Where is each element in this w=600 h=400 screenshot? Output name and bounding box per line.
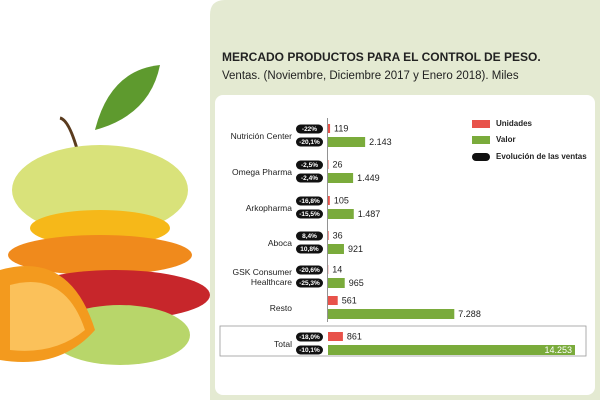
bar	[328, 209, 354, 219]
value-label: 26	[332, 159, 342, 169]
change-label: 10,8%	[300, 246, 319, 253]
category-label: Resto	[269, 303, 292, 313]
bar	[328, 296, 338, 305]
value-label: 119	[334, 123, 348, 133]
change-badge	[296, 278, 323, 288]
change-label: -25,3%	[299, 280, 320, 287]
bar	[328, 244, 344, 254]
change-badge	[296, 124, 323, 134]
category-label: Nutrición Center	[230, 131, 292, 141]
change-badge	[296, 231, 323, 241]
change-badge	[296, 345, 323, 355]
value-label: 105	[334, 195, 349, 205]
value-label: 965	[349, 278, 364, 288]
bar	[328, 137, 366, 147]
change-label: -2,4%	[301, 175, 318, 182]
change-label: -16,8%	[299, 198, 320, 205]
legend-badge	[472, 153, 490, 161]
chart-title: MERCADO PRODUCTOS PARA EL CONTROL DE PES…	[222, 50, 541, 64]
bar	[328, 231, 329, 240]
change-label: -20,1%	[299, 139, 320, 146]
value-label: 921	[348, 244, 363, 254]
bar	[328, 345, 575, 355]
legend-swatch	[472, 120, 490, 128]
category-label: Omega Pharma	[232, 167, 292, 177]
change-label: -20,6%	[299, 267, 320, 274]
fruit-illustration	[0, 65, 210, 365]
change-label: -2,5%	[301, 162, 318, 169]
legend-swatch	[472, 136, 490, 144]
value-label: 2.143	[369, 137, 392, 147]
change-badge	[296, 173, 323, 183]
change-badge	[296, 160, 323, 170]
value-label: 1.449	[357, 173, 380, 183]
category-label: Aboca	[267, 238, 292, 248]
legend-label: Unidades	[496, 119, 533, 128]
total-box	[219, 325, 587, 357]
bar	[328, 309, 455, 319]
change-label: -22%	[302, 126, 317, 133]
category-label: GSK Consumer Healthcare	[232, 267, 292, 287]
value-label: 14	[332, 264, 342, 274]
change-badge	[296, 196, 323, 206]
chart-subtitle: Ventas. (Noviembre, Diciembre 2017 y Ene…	[222, 70, 519, 82]
bar	[328, 173, 354, 183]
change-label: 8,4%	[302, 233, 317, 240]
inner-panel	[215, 95, 595, 395]
legend-label: Valor	[496, 135, 516, 144]
change-badge	[296, 137, 323, 147]
change-label: -15,5%	[299, 211, 320, 218]
change-label: -18,0%	[299, 334, 320, 341]
change-badge	[296, 265, 323, 275]
bar	[328, 332, 343, 341]
value-label: 36	[333, 230, 343, 240]
bar	[328, 278, 345, 288]
value-label: 14.253	[544, 345, 572, 355]
category-label: Total	[274, 339, 292, 349]
bar	[328, 196, 330, 205]
bar	[328, 124, 331, 133]
value-label: 1.487	[358, 209, 381, 219]
change-badge	[296, 332, 323, 342]
value-label: 7.288	[458, 309, 481, 319]
change-badge	[296, 244, 323, 254]
value-label: 861	[347, 331, 362, 341]
value-label: 561	[342, 295, 357, 305]
legend-label: Evolución de las ventas	[496, 152, 587, 161]
change-label: -10,1%	[299, 347, 320, 354]
category-label: Arkopharma	[245, 203, 292, 213]
change-badge	[296, 209, 323, 219]
